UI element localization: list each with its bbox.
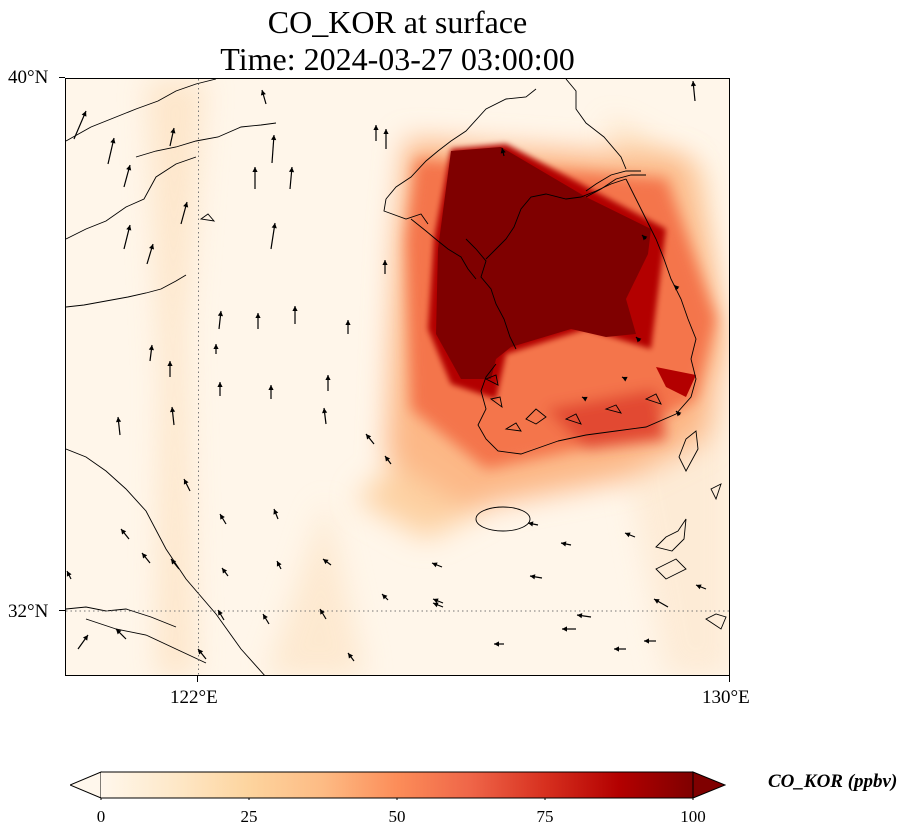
colorbar-extend-min: [70, 771, 102, 799]
wind-arrow-head: [561, 541, 567, 547]
wind-arrow-head: [530, 574, 536, 580]
wind-arrow-head: [676, 411, 682, 417]
wind-arrow-head: [268, 385, 274, 390]
wind-arrow-head: [562, 626, 567, 632]
wind-arrow-head: [255, 313, 261, 318]
map-subtitle-time: Time: 2024-03-27 03:00:00: [220, 41, 575, 77]
wind-arrow-head: [325, 375, 331, 380]
wind-arrow-head: [198, 649, 204, 655]
colorbar-tick-75: 75: [536, 807, 554, 826]
colorbar-ramp: [101, 772, 693, 798]
wind-arrow-head: [690, 81, 697, 87]
wind-arrow-head: [66, 571, 72, 577]
lon-tick-122e: [197, 676, 198, 682]
wind-arrow-head: [323, 559, 329, 565]
wind-arrow-head: [222, 568, 228, 574]
wind-arrow-head: [220, 514, 225, 520]
wind-arrow-head: [273, 509, 279, 515]
wind-arrow-head: [167, 361, 173, 366]
wind-arrow-head: [292, 306, 298, 311]
map-canvas[interactable]: [66, 79, 730, 676]
wind-arrow-head: [433, 598, 439, 604]
wind-arrow-head: [142, 553, 148, 559]
lat-label-40n: 40°N: [8, 67, 49, 88]
wind-arrow-head: [674, 285, 680, 291]
wind-arrow-head: [110, 138, 116, 144]
wind-arrow-head: [577, 613, 583, 619]
wind-arrow-head: [217, 311, 224, 317]
colorbar-tick-50: 50: [388, 807, 406, 826]
wind-arrow-head: [322, 408, 328, 414]
wind-arrow-head: [169, 407, 176, 413]
wind-arrow-head: [622, 376, 628, 382]
lat-label-32n: 32°N: [8, 601, 49, 622]
wind-arrow-head: [582, 396, 588, 402]
map-panel[interactable]: [65, 78, 730, 676]
wind-arrow-head: [170, 128, 176, 134]
wind-arrow-head: [382, 594, 388, 600]
wind-arrow-head: [348, 653, 354, 659]
colorbar-label: CO_KOR (ppbv): [768, 771, 898, 792]
map-title: CO_KOR at surface: [267, 4, 528, 40]
wind-arrow-head: [276, 561, 282, 567]
wind-arrow-head: [126, 165, 132, 171]
wind-arrow-head: [149, 244, 155, 250]
wind-vectors: [66, 80, 707, 662]
lat-tick-32n: [59, 610, 65, 611]
wind-arrow-head: [382, 260, 388, 265]
wind-arrow-head: [625, 532, 631, 538]
wind-arrow-head: [260, 90, 266, 96]
wind-arrow-head: [116, 629, 122, 635]
wind-arrow-head: [271, 223, 277, 229]
lon-label-130e: 130°E: [702, 687, 750, 708]
colorbar: [70, 770, 726, 800]
wind-arrow-head: [642, 235, 648, 241]
wind-arrow-head: [696, 584, 702, 590]
concentration-field: [66, 79, 729, 675]
wind-arrow-head: [115, 417, 122, 423]
wind-arrow-head: [218, 610, 223, 616]
wind-arrow-head: [373, 125, 379, 130]
colorbar-tick-0: 0: [96, 807, 106, 826]
wind-arrow-head: [126, 225, 132, 231]
wind-arrow-head: [171, 559, 177, 565]
colorbar-extend-max: [692, 771, 726, 799]
gridlines: [66, 79, 729, 675]
colorbar-tick-25: 25: [240, 807, 258, 826]
wind-arrow-head: [213, 344, 219, 349]
coastlines: [66, 79, 727, 675]
lon-label-122e: 122°E: [170, 687, 218, 708]
wind-arrow-head: [148, 345, 154, 351]
wind-arrow-head: [271, 135, 277, 141]
wind-arrow-head: [217, 382, 223, 387]
wind-arrow-head: [614, 646, 619, 652]
wind-arrow-head: [183, 202, 189, 208]
wind-arrow-head: [636, 337, 642, 343]
wind-arrow-head: [345, 320, 351, 325]
wind-arrow-head: [383, 129, 389, 134]
lat-tick-40n: [59, 77, 65, 78]
wind-arrow-shaft: [73, 110, 87, 140]
wind-arrow-head: [183, 479, 189, 485]
wind-arrow-head: [385, 456, 391, 462]
wind-arrow-head: [528, 521, 534, 527]
wind-arrow-head: [432, 562, 438, 568]
wind-arrow-head: [263, 614, 268, 620]
lon-tick-130e: [729, 676, 730, 682]
wind-arrow-head: [500, 148, 506, 154]
wind-arrow-head: [494, 641, 499, 647]
colorbar-tick-100: 100: [680, 807, 706, 826]
wind-arrow-head: [320, 609, 325, 615]
wind-arrow-head: [82, 635, 88, 641]
wind-arrow-head: [654, 599, 660, 604]
wind-arrow-head: [644, 638, 649, 644]
colorbar-graphic: [70, 771, 726, 800]
wind-arrow-head: [81, 111, 87, 117]
wind-arrow-head: [433, 602, 439, 608]
wind-arrow-head: [288, 167, 295, 173]
wind-arrow-head: [366, 434, 372, 440]
wind-arrow-head: [121, 529, 127, 535]
wind-arrow-head: [252, 167, 258, 172]
